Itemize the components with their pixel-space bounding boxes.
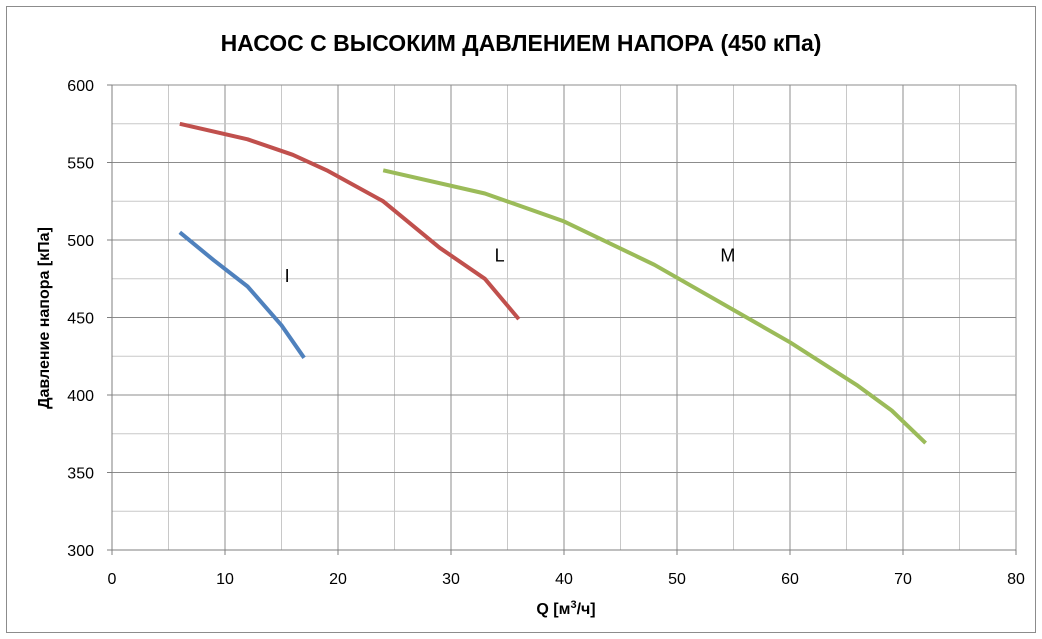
x-tick-label: 80 (1007, 571, 1025, 588)
x-tick-label: 10 (216, 571, 234, 588)
series-line-I (178, 230, 306, 359)
x-tick-label: 50 (668, 571, 686, 588)
y-tick-label: 350 (67, 466, 94, 483)
axes: 0 10 20 30 40 50 60 70 80 300 350 400 450 500 550 600 (67, 78, 1025, 588)
x-axis-label-sup: 3 (570, 599, 576, 611)
x-tick-label: 0 (108, 571, 117, 588)
y-tick-label: 300 (67, 543, 94, 560)
series-label-I: I (285, 266, 290, 286)
x-tick-label: 60 (781, 571, 799, 588)
x-axis-label: Q [м3/ч] (536, 599, 595, 618)
x-axis-label-suffix: /ч] (577, 601, 596, 618)
grid (112, 84, 1017, 550)
y-axis-label: Давление напора [кПа] (36, 227, 53, 409)
y-tick-label: 400 (67, 388, 94, 405)
series (178, 121, 927, 445)
x-tick-label: 30 (442, 571, 460, 588)
x-tick-label: 20 (329, 571, 347, 588)
chart-frame (6, 6, 1036, 633)
y-tick-label: 550 (67, 156, 94, 173)
labels: I L M (285, 246, 736, 286)
series-line-L (179, 121, 521, 321)
chart-title: НАСОС С ВЫСОКИМ ДАВЛЕНИЕМ НАПОРА (450 кП… (220, 30, 822, 56)
y-tick-label: 500 (67, 233, 94, 250)
x-tick-label: 40 (555, 571, 573, 588)
x-axis-label-prefix: Q [м (536, 601, 570, 618)
series-label-L: L (495, 246, 505, 266)
y-tick-label: 600 (67, 78, 94, 95)
series-label-M: M (720, 246, 735, 266)
series-line-M (382, 168, 927, 445)
y-tick-label: 450 (67, 311, 94, 328)
x-tick-label: 70 (894, 571, 912, 588)
